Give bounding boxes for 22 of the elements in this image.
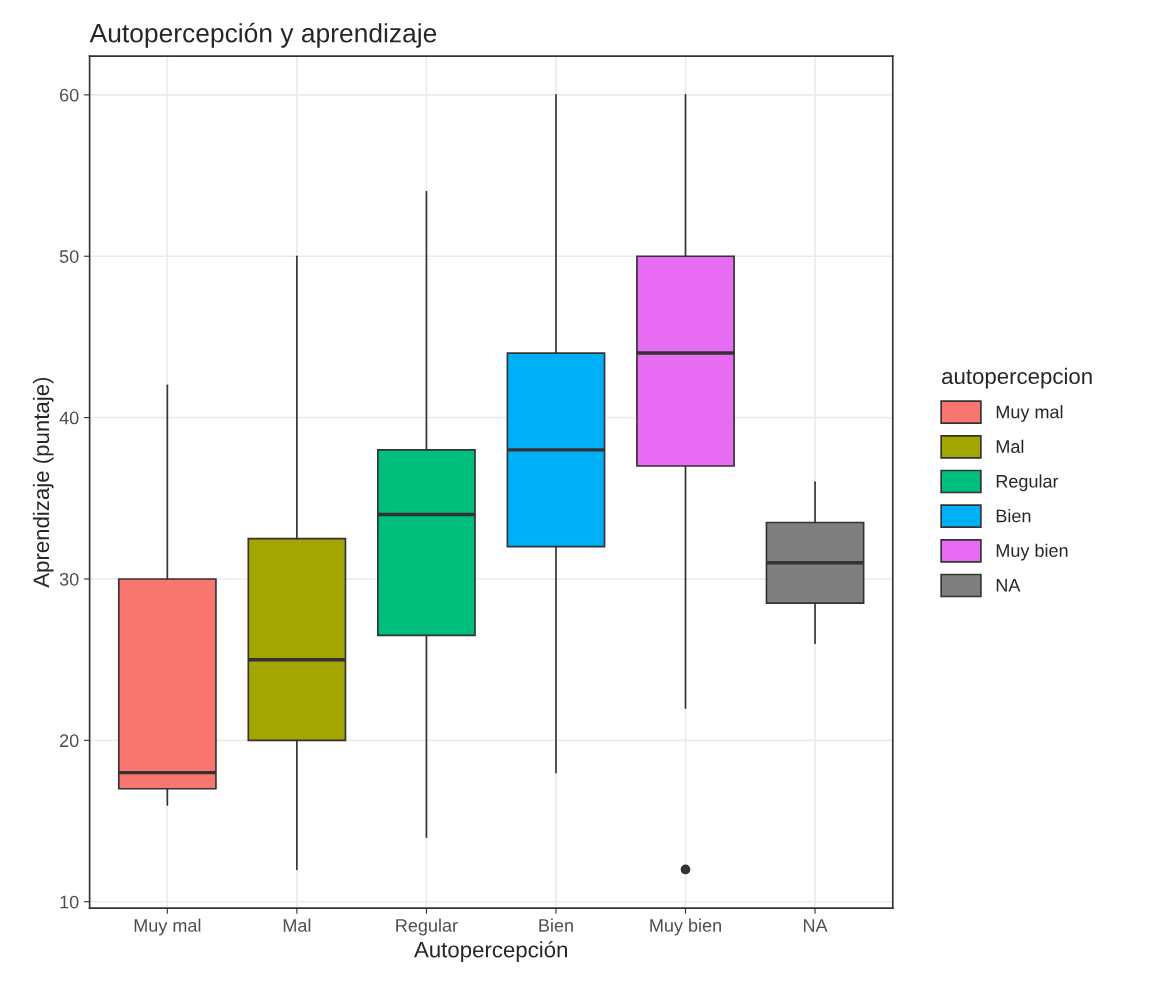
x-tick-label: Muy mal	[134, 918, 201, 936]
y-tick-label: 50	[59, 250, 79, 263]
legend-label: Muy bien	[996, 543, 1068, 561]
x-tick-label: Regular	[396, 918, 458, 936]
x-axis-title: Autopercepción	[414, 940, 567, 962]
chart-title: Autopercepción y aprendizaje	[89, 22, 437, 48]
legend-label: Mal	[996, 439, 1024, 453]
legend-title: autopercepcion	[942, 367, 1092, 389]
x-tick-label: Muy bien	[650, 918, 721, 936]
y-tick-label: 20	[60, 734, 79, 748]
x-tick-label: NA	[803, 919, 828, 932]
y-tick-label: 10	[60, 895, 79, 909]
y-tick-label: 60	[60, 88, 79, 102]
x-tick-label: Mal	[283, 918, 311, 932]
legend-label: Regular	[996, 474, 1059, 492]
legend-label: NA	[996, 579, 1021, 592]
y-axis-title: Aprendizaje (puntaje)	[32, 377, 54, 588]
legend-label: Bien	[996, 509, 1031, 523]
x-tick-label: Bien	[539, 918, 573, 932]
y-tick-label: 40	[59, 411, 79, 425]
y-tick-label: 30	[59, 572, 79, 586]
legend-label: Muy mal	[996, 405, 1063, 422]
